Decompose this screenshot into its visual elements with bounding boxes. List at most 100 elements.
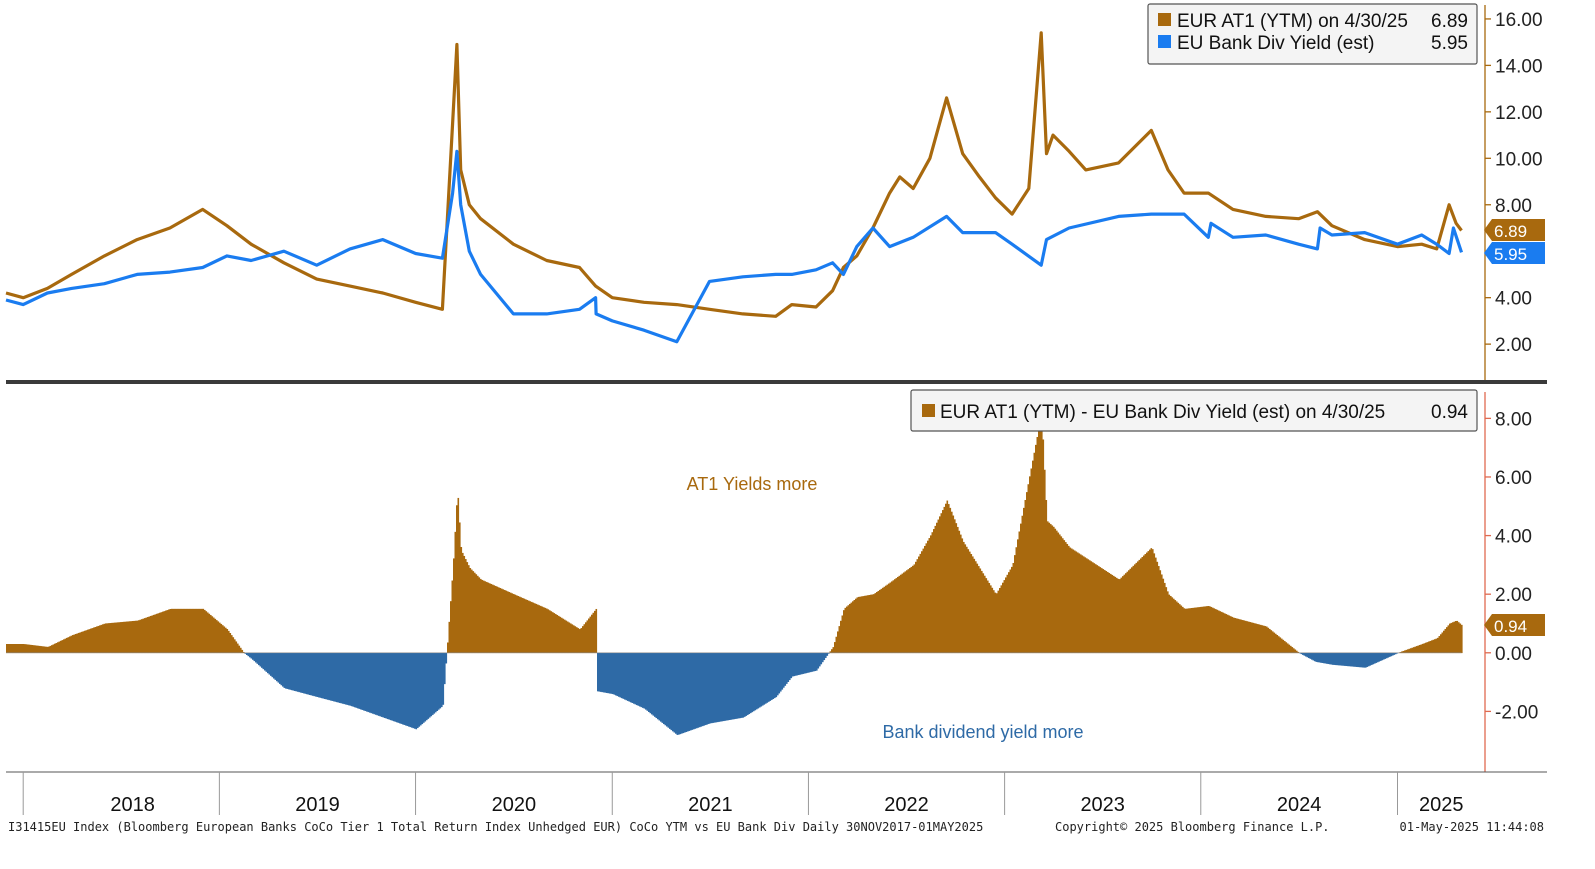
spread-bar (400, 652, 403, 724)
spread-bar (291, 652, 293, 691)
spread-bar (1249, 622, 1252, 654)
spread-bar (562, 618, 565, 654)
spread-bar (762, 652, 764, 706)
tag-at1-value: 6.89 (1494, 222, 1527, 241)
spread-bar (492, 584, 494, 654)
spread-bar (1242, 620, 1244, 654)
spread-bar (799, 652, 802, 675)
spread-bar (600, 652, 602, 692)
spread-bar (777, 652, 779, 696)
spread-bar (1099, 567, 1102, 654)
spread-bar (820, 652, 823, 665)
spread-bar (120, 622, 122, 654)
spread-bar (547, 609, 550, 654)
spread-bar (841, 615, 844, 654)
spread-bar (645, 652, 647, 710)
spread-bar (1149, 549, 1151, 654)
spread-bar (72, 635, 74, 654)
spread-bar (790, 652, 793, 679)
spread-bar (1083, 556, 1085, 654)
spread-bar (1048, 522, 1051, 654)
spread-bar (753, 652, 755, 712)
spread-bar (526, 599, 529, 654)
spread-bar (1090, 561, 1093, 654)
spread-bar (520, 597, 523, 654)
spread-bar (1095, 564, 1097, 654)
spread-bar (664, 652, 667, 726)
spread-bar (1062, 538, 1064, 654)
spread-bar (513, 594, 515, 654)
spread-bar (1075, 551, 1078, 654)
spread-bar (193, 608, 196, 654)
spread-bar (756, 652, 758, 710)
spread-bar (1204, 606, 1207, 654)
spread-bar (454, 531, 457, 654)
spread-bar (328, 652, 331, 701)
spread-bar (571, 624, 574, 654)
spread-bar (439, 652, 442, 709)
spread-bar (615, 652, 617, 696)
spread-bar (1041, 413, 1043, 654)
spread-bar (337, 652, 340, 703)
spread-bar (936, 522, 938, 654)
spread-bar (715, 652, 718, 723)
spread-bar (1111, 574, 1114, 654)
spread-bar (10, 644, 13, 654)
tag-div: 5.95 (1484, 242, 1545, 264)
spread-bar (1210, 606, 1213, 654)
spread-bar (357, 652, 359, 709)
spread-bar (877, 590, 880, 654)
spread-bar (24, 644, 26, 654)
year-label: 2018 (110, 794, 155, 816)
spread-bar (1362, 652, 1364, 668)
spread-bar (1096, 565, 1099, 654)
spread-bar (130, 621, 133, 654)
spread-bar (169, 608, 172, 654)
spread-bar (621, 652, 623, 699)
spread-bar (834, 642, 836, 654)
spread-bar (412, 652, 415, 729)
spread-bar (339, 652, 341, 703)
spread-bar (445, 652, 448, 664)
spread-bar (1215, 609, 1217, 654)
footer-timestamp: 01-May-2025 11:44:08 (1400, 820, 1545, 834)
spread-bar (781, 652, 784, 690)
spread-bar (310, 652, 313, 696)
spread-bar (1275, 633, 1277, 654)
spread-bar (639, 652, 641, 707)
spread-bar (888, 583, 890, 654)
spread-bar (1119, 579, 1121, 654)
spread-bar (1282, 639, 1285, 654)
spread-bar (642, 652, 644, 708)
spread-bar (957, 526, 959, 654)
spread-bar (1342, 652, 1345, 666)
spread-bar (810, 652, 812, 673)
spread-bar (52, 644, 55, 654)
spread-bar (723, 652, 725, 722)
footer-source: I31415EU Index (Bloomberg European Banks… (8, 820, 983, 834)
spread-bar (733, 652, 736, 720)
spread-bar (1251, 622, 1253, 654)
spread-bar (210, 615, 212, 654)
spread-bar (273, 652, 275, 679)
spread-bar (1441, 632, 1444, 654)
spread-bar (973, 558, 976, 654)
spread-bar (489, 583, 491, 654)
spread-bar (597, 652, 599, 692)
spread-bar (757, 652, 760, 709)
spread-bar (1167, 591, 1169, 654)
spread-bar (685, 652, 688, 733)
spread-bar (108, 623, 110, 654)
spread-bar (1267, 627, 1270, 654)
spread-bar (885, 585, 887, 654)
spread-bar (1245, 620, 1247, 654)
spread-bar (70, 635, 73, 654)
spread-bar (1321, 652, 1324, 663)
spread-bar (982, 573, 985, 654)
spread-bar (630, 652, 632, 703)
spread-bar (1360, 652, 1363, 668)
spread-bar (1366, 652, 1369, 667)
spread-bar (342, 652, 344, 704)
spread-bar (1345, 652, 1348, 667)
spread-bar (1329, 652, 1331, 665)
